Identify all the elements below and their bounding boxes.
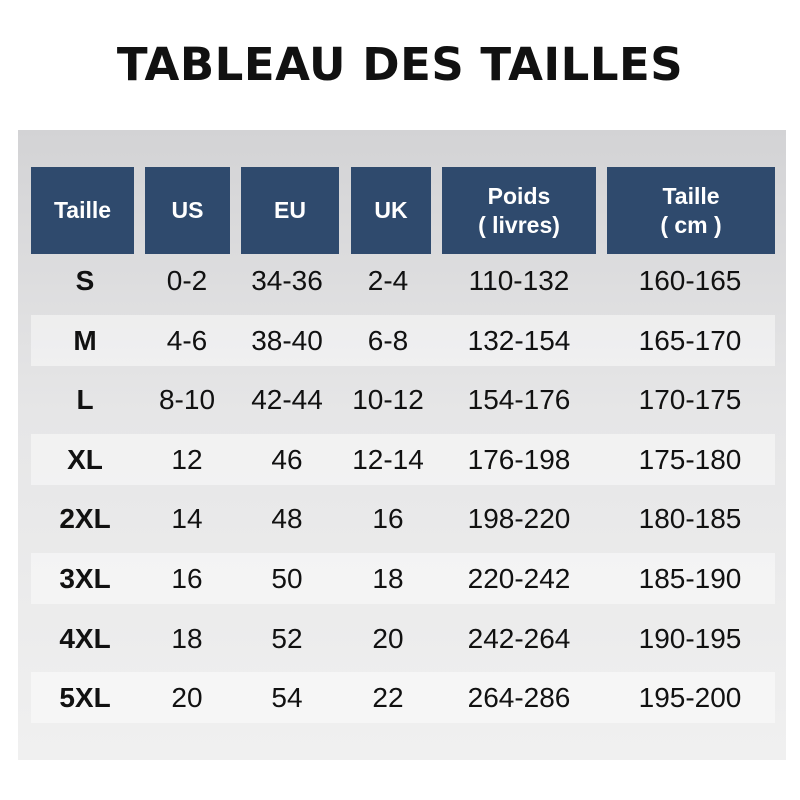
cell-uk: 20 xyxy=(372,622,404,654)
cell-uk: 16 xyxy=(372,503,404,535)
cell-uk: 12-14 xyxy=(352,443,424,475)
cell-us: 12 xyxy=(171,443,203,475)
header-sublabel: ( livres) xyxy=(478,211,560,238)
cell-uk: 10-12 xyxy=(352,384,424,416)
cell-eu: 48 xyxy=(271,503,303,535)
cell-uk: 6-8 xyxy=(367,324,409,356)
header-weight-lbs: Poids( livres) xyxy=(442,167,596,254)
header-label: Taille xyxy=(662,182,720,209)
header-label: Taille xyxy=(53,197,112,223)
header-uk: UK xyxy=(351,167,431,254)
cell-height-cm: 160-165 xyxy=(638,265,742,296)
cell-weight-lbs: 220-242 xyxy=(467,563,571,594)
cell-eu: 54 xyxy=(271,682,303,714)
page-title: TABLEAU DES TAILLES xyxy=(116,38,684,91)
cell-eu: 38-40 xyxy=(251,324,323,356)
cell-weight-lbs: 110-132 xyxy=(468,265,570,296)
cell-weight-lbs: 132-154 xyxy=(467,324,571,356)
cell-us: 4-6 xyxy=(166,324,208,356)
cell-height-cm: 175-180 xyxy=(638,443,742,475)
cell-size: S xyxy=(75,265,95,296)
cell-us: 8-10 xyxy=(158,384,216,416)
header-label: Poids xyxy=(487,182,551,209)
table-row: 3XL 16 50 18 220-242 185-190 xyxy=(31,553,775,604)
table-row: 5XL 20 54 22 264-286 195-200 xyxy=(31,672,775,724)
cell-weight-lbs: 198-220 xyxy=(467,503,571,535)
cell-us: 18 xyxy=(171,622,203,654)
cell-size: XL xyxy=(67,443,103,475)
cell-eu: 46 xyxy=(271,443,303,475)
table-row: 4XL 18 52 20 242-264 190-195 xyxy=(31,613,775,664)
cell-eu: 42-44 xyxy=(251,384,323,416)
cell-us: 16 xyxy=(171,563,203,594)
cell-size: 3XL xyxy=(59,563,111,594)
cell-uk: 2-4 xyxy=(367,265,409,296)
cell-size: L xyxy=(76,384,94,416)
cell-eu: 52 xyxy=(271,622,303,654)
table-row: 2XL 14 48 16 198-220 180-185 xyxy=(31,493,775,544)
cell-weight-lbs: 242-264 xyxy=(467,622,571,654)
cell-weight-lbs: 154-176 xyxy=(467,384,571,416)
header-us: US xyxy=(145,167,230,254)
cell-eu: 34-36 xyxy=(251,265,323,296)
table-row: S 0-2 34-36 2-4 110-132 160-165 xyxy=(31,255,775,306)
header-height-cm: Taille( cm ) xyxy=(607,167,775,254)
cell-size: 2XL xyxy=(59,503,111,535)
cell-height-cm: 185-190 xyxy=(638,563,742,594)
table-row: L 8-10 42-44 10-12 154-176 170-175 xyxy=(31,374,775,425)
cell-eu: 50 xyxy=(271,563,303,594)
cell-height-cm: 180-185 xyxy=(638,503,742,535)
header-sublabel: ( cm ) xyxy=(660,211,722,238)
cell-height-cm: 170-175 xyxy=(638,384,742,416)
header-size: Taille xyxy=(31,167,134,254)
cell-height-cm: 165-170 xyxy=(638,324,742,356)
header-eu: EU xyxy=(241,167,339,254)
cell-us: 0-2 xyxy=(166,265,208,296)
header-label: EU xyxy=(274,197,306,223)
cell-us: 20 xyxy=(171,682,203,714)
cell-size: 4XL xyxy=(59,622,111,654)
cell-weight-lbs: 264-286 xyxy=(467,682,571,714)
cell-uk: 18 xyxy=(372,563,404,594)
cell-us: 14 xyxy=(171,503,203,535)
header-label: US xyxy=(171,197,204,223)
cell-size: M xyxy=(73,324,97,356)
cell-weight-lbs: 176-198 xyxy=(467,443,571,475)
cell-size: 5XL xyxy=(59,682,111,714)
cell-uk: 22 xyxy=(372,682,404,714)
header-label: UK xyxy=(374,197,408,223)
table-row: M 4-6 38-40 6-8 132-154 165-170 xyxy=(31,314,775,366)
cell-height-cm: 190-195 xyxy=(638,622,742,654)
table-row: XL 12 46 12-14 176-198 175-180 xyxy=(31,433,775,485)
cell-height-cm: 195-200 xyxy=(638,682,742,714)
